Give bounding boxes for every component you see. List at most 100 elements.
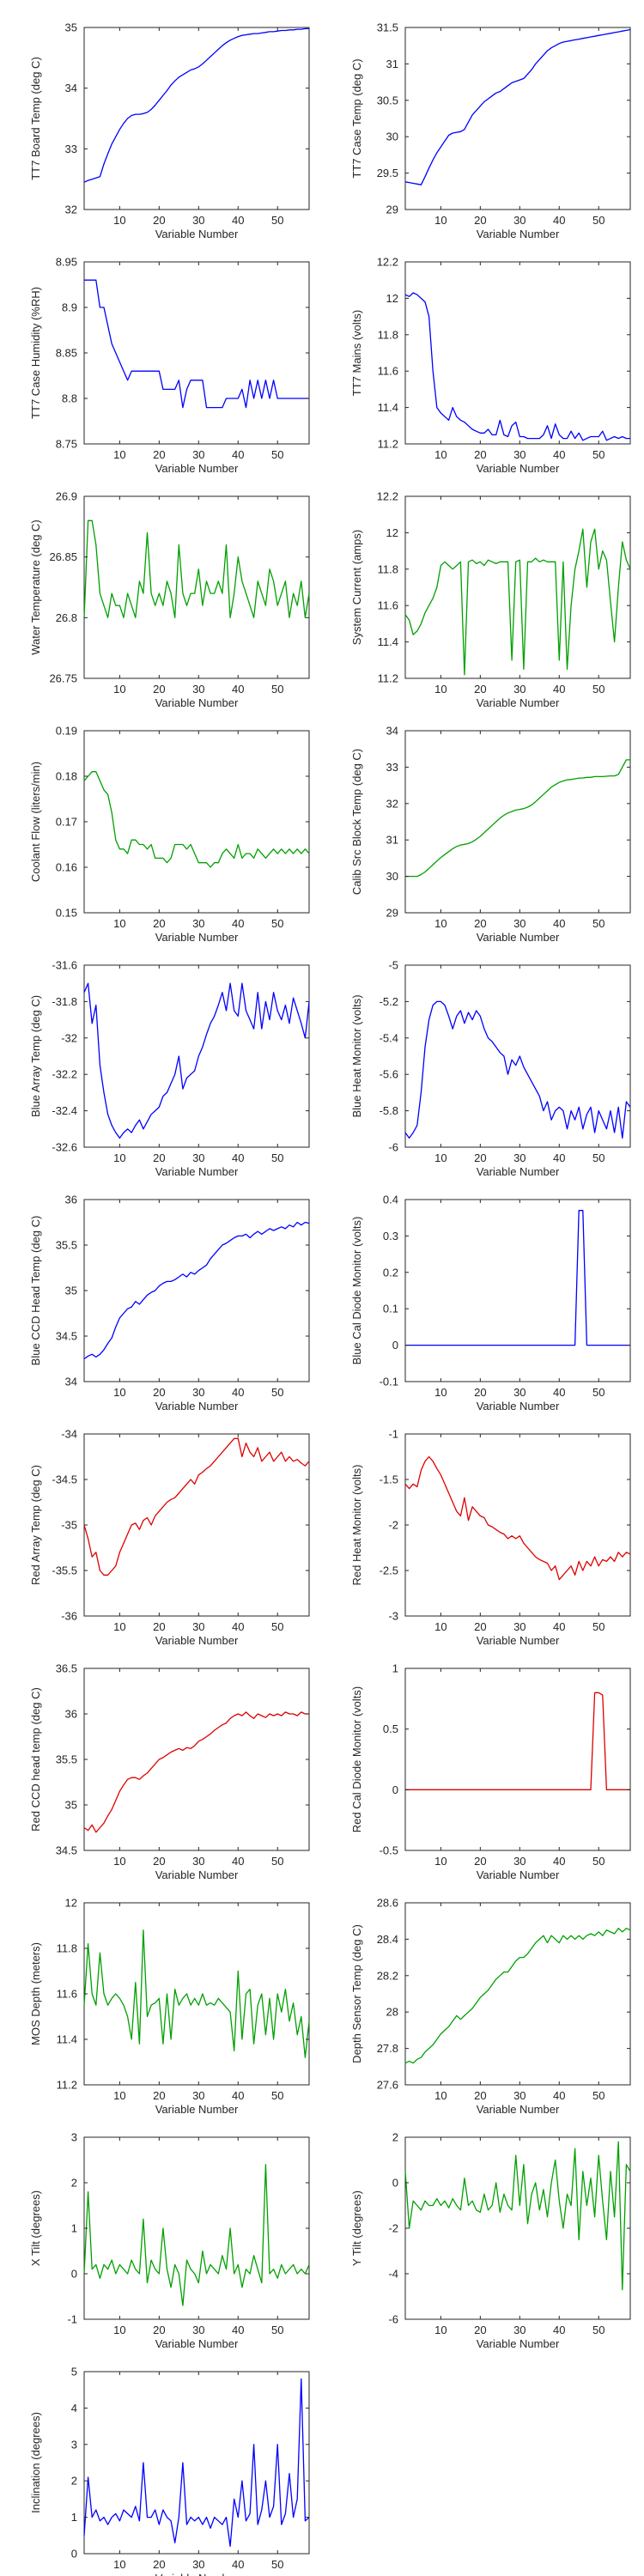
chart-panel: 10 20 30 40 50 32 33 34 35 Variable Number TT7 Boa… — [29, 21, 310, 240]
y-tick-label: 11.6 — [378, 365, 398, 378]
y-tick-label: 26.9 — [56, 490, 77, 503]
y-tick-label: 12 — [386, 292, 398, 305]
x-tick-label: 30 — [192, 2324, 204, 2336]
axes-box — [83, 1199, 310, 1382]
x-tick-label: 10 — [434, 214, 447, 227]
y-tick-label: 0 — [392, 1783, 398, 1796]
y-axis-label: Y Tilt (degrees) — [350, 2190, 363, 2266]
y-tick-label: 34 — [386, 725, 398, 738]
x-tick-label: 10 — [113, 1386, 125, 1399]
y-tick-label: -1 — [67, 2313, 77, 2326]
y-tick-label: 35.5 — [56, 1239, 77, 1252]
x-tick-label: 40 — [553, 1151, 565, 1164]
x-tick-label: 10 — [113, 214, 125, 227]
x-tick-label: 30 — [192, 1620, 204, 1633]
y-tick-label: 2 — [71, 2475, 77, 2488]
chart-panel: 10 20 30 40 50 27.6 27.8 28 28.2 28.4 28.6 Variable… — [350, 1897, 631, 2116]
x-tick-label: 10 — [434, 1855, 447, 1868]
y-tick-label: 0.4 — [383, 1194, 398, 1206]
y-tick-label: 8.9 — [62, 301, 77, 314]
y-axis-label: X Tilt (degrees) — [29, 2190, 42, 2266]
y-tick-label: 28.6 — [377, 1897, 398, 1910]
y-tick-label: -5.2 — [380, 995, 398, 1008]
x-tick-label: 40 — [232, 1855, 244, 1868]
chart-panel: 10 20 30 40 50 -36 -35.5 -35 -34.5 -34 Variable Nu… — [29, 1428, 310, 1647]
series-line — [83, 1711, 309, 1833]
x-tick-label: 40 — [553, 214, 565, 227]
x-axis-label: Variable Number — [477, 228, 560, 240]
y-tick-label: 0 — [71, 2548, 77, 2561]
y-tick-label: 12.2 — [377, 256, 398, 269]
x-tick-label: 10 — [434, 1620, 447, 1633]
x-tick-label: 20 — [474, 683, 486, 696]
y-axis-label: Blue Heat Monitor (volts) — [350, 994, 363, 1117]
chart-panel: 10 20 30 40 50 0 1 2 3 4 5 Variable Number Inclinati… — [29, 2366, 310, 2576]
series-line — [404, 1000, 631, 1139]
axes-box — [404, 1199, 631, 1382]
y-tick-label: 11.4 — [378, 635, 398, 648]
axes-box — [83, 730, 310, 914]
y-tick-label: -1.5 — [380, 1473, 398, 1486]
y-tick-label: 0.15 — [56, 907, 77, 920]
x-tick-label: 40 — [232, 448, 244, 461]
x-tick-label: 40 — [232, 214, 244, 227]
y-tick-label: 11.6 — [57, 1988, 77, 2001]
y-axis-label: TT7 Board Temp (deg C) — [29, 57, 42, 180]
axes-box — [404, 1902, 631, 2086]
x-tick-label: 30 — [513, 2324, 526, 2336]
x-tick-label: 10 — [113, 683, 125, 696]
y-tick-label: 8.75 — [56, 438, 77, 451]
series-line — [83, 2378, 310, 2548]
series-line — [405, 759, 630, 878]
x-tick-label: 40 — [553, 448, 565, 461]
chart-panel: 10 20 30 40 50 11.2 11.4 11.6 11.8 12 12.2 Variable… — [350, 490, 631, 709]
series-line — [83, 982, 310, 1139]
x-axis-label: Variable Number — [155, 2337, 239, 2350]
x-axis-label: Variable Number — [477, 2337, 560, 2350]
x-tick-label: 20 — [474, 2089, 486, 2102]
y-tick-label: 11.8 — [57, 1942, 77, 1955]
x-tick-label: 20 — [153, 1386, 165, 1399]
x-tick-label: 30 — [513, 448, 526, 461]
chart-panel: 10 20 30 40 50 29 30 31 32 33 34 Variable Number Cal… — [350, 725, 631, 944]
y-tick-label: 8.8 — [62, 392, 77, 405]
y-tick-label: 3 — [71, 2438, 77, 2451]
x-tick-label: 10 — [113, 1620, 125, 1633]
x-tick-label: 20 — [153, 1855, 165, 1868]
y-tick-label: -35.5 — [52, 1564, 77, 1577]
x-tick-label: 20 — [474, 917, 486, 930]
y-tick-label: 12.2 — [377, 490, 398, 503]
chart-panel: 10 20 30 40 50 -6 -5.8 -5.6 -5.4 -5.2 -5 Variable N… — [350, 959, 631, 1178]
x-tick-label: 50 — [271, 1151, 283, 1164]
y-tick-label: 34.5 — [56, 1844, 77, 1857]
x-tick-label: 20 — [474, 2324, 486, 2336]
y-tick-label: -4 — [388, 2268, 398, 2281]
x-tick-label: 20 — [153, 448, 165, 461]
y-axis-label: MOS Depth (meters) — [29, 1942, 42, 2045]
x-tick-label: 30 — [192, 2558, 204, 2571]
axes-box — [83, 1433, 310, 1617]
y-axis-label: Blue Cal Diode Monitor (volts) — [350, 1217, 363, 1365]
y-tick-label: 11.8 — [378, 562, 398, 575]
x-tick-label: 30 — [192, 214, 204, 227]
chart-panel: 10 20 30 40 50 -3 -2.5 -2 -1.5 -1 Variable Number R… — [350, 1428, 631, 1647]
y-tick-label: 0.5 — [383, 1722, 398, 1735]
y-tick-label: -34.5 — [52, 1473, 77, 1486]
series-line — [404, 2141, 631, 2291]
y-tick-label: 29 — [386, 907, 398, 920]
axes-box — [404, 964, 631, 1148]
y-tick-label: 11.4 — [378, 401, 398, 414]
y-tick-label: 36 — [65, 1708, 77, 1721]
y-axis-label: Red Cal Diode Monitor (volts) — [350, 1686, 363, 1833]
series-line — [83, 27, 309, 183]
x-tick-label: 50 — [271, 2089, 283, 2102]
axes-box — [404, 730, 631, 914]
y-tick-label: 33 — [65, 143, 77, 155]
x-tick-label: 50 — [271, 683, 283, 696]
x-tick-label: 50 — [271, 2324, 283, 2336]
chart-panel: 10 20 30 40 50 -32.6 -32.4 -32.2 -32 -31.8 -31.6 Va… — [29, 959, 310, 1178]
y-tick-label: -5.8 — [380, 1104, 398, 1117]
x-tick-label: 50 — [271, 448, 283, 461]
y-tick-label: -0.5 — [380, 1844, 398, 1857]
